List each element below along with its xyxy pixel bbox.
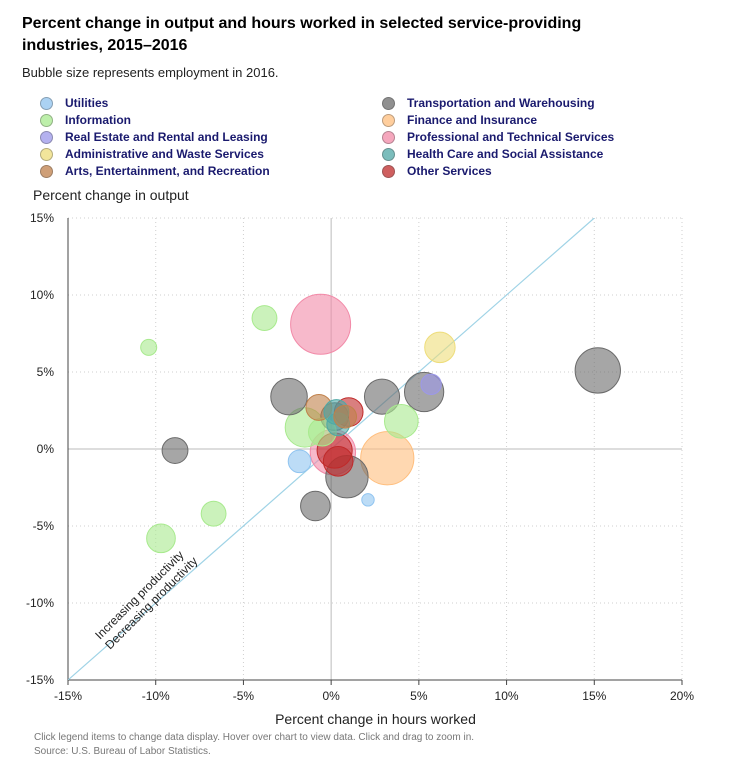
bubble[interactable]: Utilities: 2.1%, -3.3%: [361, 493, 375, 507]
x-tick-label: -15%: [54, 689, 82, 703]
annotation-increasing-productivity: Increasing productivity: [92, 548, 186, 642]
legend-swatch: [40, 130, 53, 144]
y-tick-label: 0%: [37, 442, 55, 456]
bubble[interactable]: Information: -9.7%, -5.8%: [146, 523, 176, 554]
legend-label: Health Care and Social Assistance: [407, 147, 604, 161]
bubbles-group: Professional and Technical Services: -0.…: [140, 293, 621, 554]
y-tick-label: -5%: [33, 519, 55, 533]
legend-item-information[interactable]: Information: [40, 112, 131, 128]
x-axis-label: Percent change in hours worked: [275, 711, 476, 727]
x-tick-label: 0%: [322, 689, 340, 703]
y-tick-label: 10%: [30, 288, 54, 302]
legend-label: Finance and Insurance: [407, 113, 538, 127]
x-tick-label: 5%: [410, 689, 428, 703]
legend-item-arts[interactable]: Arts, Entertainment, and Recreation: [40, 163, 270, 179]
legend-swatch: [40, 147, 53, 161]
legend-item-other-services[interactable]: Other Services: [382, 163, 492, 179]
legend-item-real-estate[interactable]: Real Estate and Rental and Leasing: [40, 129, 268, 145]
bubble[interactable]: Transportation and Warehousing: 2.9%, 3.…: [363, 378, 401, 415]
bubble[interactable]: Arts, Entertainment, and Recreation: 0.8…: [333, 404, 358, 429]
legend-item-health-care[interactable]: Health Care and Social Assistance: [382, 146, 603, 162]
y-axis-label: Percent change in output: [33, 187, 189, 203]
legend-label: Information: [65, 113, 131, 127]
bubble[interactable]: Information: -3.8%, 8.5%: [251, 305, 278, 332]
legend-item-finance[interactable]: Finance and Insurance: [382, 112, 537, 128]
legend-swatch: [40, 113, 53, 127]
bubble[interactable]: Information: -10.4%, 6.6%: [140, 338, 158, 356]
x-tick-label: 10%: [495, 689, 519, 703]
bubble[interactable]: Transportation and Warehousing: -8.9%, -…: [161, 437, 189, 464]
y-tick-label: -10%: [26, 596, 54, 610]
x-tick-label: -10%: [142, 689, 170, 703]
y-tick-label: 5%: [37, 365, 55, 379]
legend-label: Other Services: [407, 164, 492, 178]
legend-label: Administrative and Waste Services: [65, 147, 264, 161]
bubble[interactable]: Other Services: 0.4%, -0.8%: [322, 446, 354, 477]
chart-note: Click legend items to change data displa…: [34, 732, 475, 743]
legend-label: Real Estate and Rental and Leasing: [65, 130, 268, 144]
y-tick-label: 15%: [30, 211, 54, 225]
bubble[interactable]: Real Estate and Rental and Leasing: 5.7%…: [420, 373, 442, 395]
bubble[interactable]: Transportation and Warehousing: 15.2%, 5…: [574, 347, 621, 394]
x-tick-label: -5%: [233, 689, 255, 703]
bubble[interactable]: Utilities: -1.8%, -0.8%: [287, 449, 312, 474]
legend-swatch: [382, 96, 395, 110]
bubble[interactable]: Professional and Technical Services: -0.…: [290, 293, 352, 355]
legend-item-administrative[interactable]: Administrative and Waste Services: [40, 146, 264, 162]
bubble[interactable]: Information: -6.7%, -4.2%: [200, 500, 227, 527]
x-tick-label: 15%: [582, 689, 606, 703]
chart-title: Percent change in output and hours worke…: [22, 15, 582, 54]
legend-item-transportation[interactable]: Transportation and Warehousing: [382, 95, 595, 111]
legend-swatch: [382, 164, 395, 178]
legend-swatch: [382, 147, 395, 161]
legend-label: Arts, Entertainment, and Recreation: [65, 164, 270, 178]
x-tick-label: 20%: [670, 689, 694, 703]
legend-swatch: [382, 113, 395, 127]
legend-swatch: [40, 164, 53, 178]
legend-label: Transportation and Warehousing: [407, 96, 595, 110]
bubble[interactable]: Transportation and Warehousing: -2.4%, 3…: [270, 377, 308, 416]
chart-source: Source: U.S. Bureau of Labor Statistics.: [34, 746, 211, 757]
bubble[interactable]: Administrative and Waste Services: 6.2%,…: [424, 331, 456, 364]
legend-label: Utilities: [65, 96, 109, 110]
legend-label: Professional and Technical Services: [407, 130, 615, 144]
legend-item-utilities[interactable]: Utilities: [40, 95, 108, 111]
chart-subtitle: Bubble size represents employment in 201…: [22, 65, 279, 80]
bubble[interactable]: Transportation and Warehousing: -0.9%, -…: [300, 490, 331, 522]
bubble[interactable]: Information: 4%, 1.8%: [383, 403, 419, 439]
legend-item-professional[interactable]: Professional and Technical Services: [382, 129, 614, 145]
y-tick-label: -15%: [26, 673, 54, 687]
legend-swatch: [40, 96, 53, 110]
legend-swatch: [382, 130, 395, 144]
bubble[interactable]: Finance and Insurance: 3.2%, -0.6%: [360, 431, 415, 486]
